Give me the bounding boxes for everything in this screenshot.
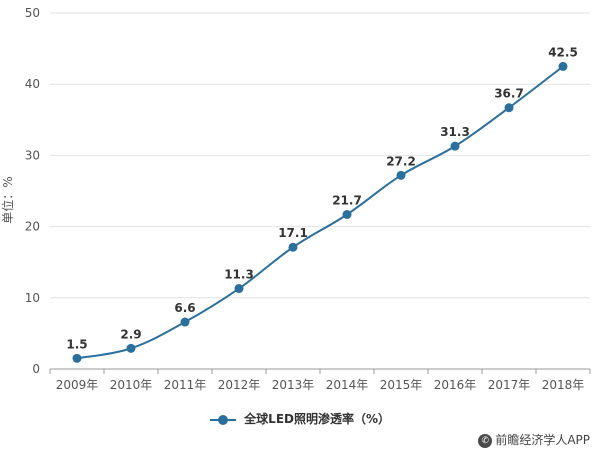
- data-labels: 1.5 2.9 6.6 11.3 17.1 21.7 27.2 31.3 36.7 42.5: [66, 45, 577, 351]
- data-label: 2.9: [120, 327, 141, 341]
- source-text: 前瞻经济学人APP: [495, 433, 590, 447]
- y-axis-ticks: 0 10 20 30 40 50: [25, 6, 40, 376]
- x-tick-label: 2016年: [434, 378, 477, 392]
- legend-label: 全球LED照明渗透率（%）: [244, 412, 391, 426]
- data-label: 1.5: [66, 337, 87, 351]
- legend: 全球LED照明渗透率（%）: [0, 410, 600, 427]
- y-tick-label: 20: [25, 220, 40, 234]
- x-tick-label: 2010年: [110, 378, 153, 392]
- wechat-icon: ✆: [478, 433, 493, 448]
- data-point: [288, 242, 298, 252]
- legend-marker: [209, 414, 236, 426]
- data-point: [126, 343, 136, 353]
- source-credit: ✆ 前瞻经济学人APP: [478, 431, 590, 448]
- data-point: [396, 170, 406, 180]
- x-tick-label: 2012年: [218, 378, 261, 392]
- data-label: 17.1: [278, 226, 308, 240]
- y-axis-label: 单位：%: [0, 176, 15, 223]
- x-tick-label: 2009年: [56, 378, 99, 392]
- y-tick-label: 0: [32, 362, 40, 376]
- data-label: 21.7: [332, 193, 362, 207]
- y-tick-label: 10: [25, 291, 40, 305]
- y-tick-label: 30: [25, 148, 40, 162]
- data-point: [180, 317, 190, 327]
- data-point: [342, 209, 352, 219]
- data-label: 36.7: [494, 87, 524, 101]
- data-label: 31.3: [440, 125, 470, 139]
- y-tick-label: 50: [25, 6, 40, 20]
- series-line: [76, 65, 564, 360]
- x-axis-ticks: 2009年 2010年 2011年 2012年 2013年 2014年 2015年 2016年…: [49, 369, 591, 392]
- y-tick-label: 40: [25, 77, 40, 91]
- data-point: [234, 284, 244, 294]
- data-label: 11.3: [224, 268, 254, 282]
- data-point: [72, 353, 82, 363]
- gridlines: [50, 12, 590, 370]
- data-label: 42.5: [548, 45, 578, 59]
- data-points: [72, 61, 568, 363]
- data-label: 6.6: [174, 301, 195, 315]
- data-point: [558, 61, 568, 71]
- x-tick-label: 2017年: [488, 378, 531, 392]
- data-point: [504, 103, 514, 113]
- data-point: [450, 141, 460, 151]
- x-tick-label: 2011年: [164, 378, 207, 392]
- x-tick-label: 2014年: [326, 378, 369, 392]
- data-label: 27.2: [386, 154, 416, 168]
- x-tick-label: 2013年: [272, 378, 315, 392]
- x-tick-label: 2018年: [542, 378, 585, 392]
- x-tick-label: 2015年: [380, 378, 423, 392]
